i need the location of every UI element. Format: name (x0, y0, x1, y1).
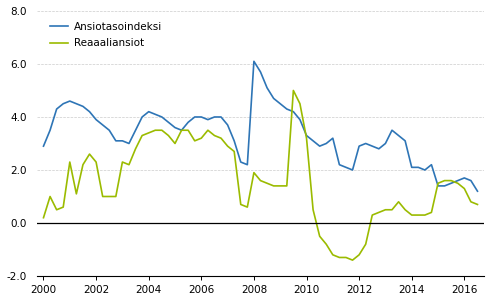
Reaaaliansiot (474, 203, 480, 206)
Ansiotasoindeksi (107, 128, 112, 132)
Reaaaliansiot (41, 216, 47, 220)
Reaaaliansiot (350, 258, 355, 262)
Reaaaliansiot (448, 179, 454, 182)
Ansiotasoindeksi (448, 182, 454, 185)
Line: Reaaaliansiot: Reaaaliansiot (44, 91, 477, 260)
Ansiotasoindeksi (93, 118, 99, 121)
Line: Ansiotasoindeksi: Ansiotasoindeksi (44, 61, 477, 191)
Ansiotasoindeksi (218, 115, 224, 119)
Reaaaliansiot (238, 203, 244, 206)
Ansiotasoindeksi (376, 147, 382, 151)
Reaaaliansiot (74, 192, 80, 196)
Reaaaliansiot (93, 160, 99, 164)
Ansiotasoindeksi (474, 189, 480, 193)
Ansiotasoindeksi (41, 144, 47, 148)
Ansiotasoindeksi (238, 160, 244, 164)
Reaaaliansiot (290, 89, 296, 92)
Legend: Ansiotasoindeksi, Reaaaliansiot: Ansiotasoindeksi, Reaaaliansiot (47, 19, 165, 51)
Ansiotasoindeksi (251, 59, 257, 63)
Reaaaliansiot (382, 208, 388, 212)
Reaaaliansiot (218, 137, 224, 140)
